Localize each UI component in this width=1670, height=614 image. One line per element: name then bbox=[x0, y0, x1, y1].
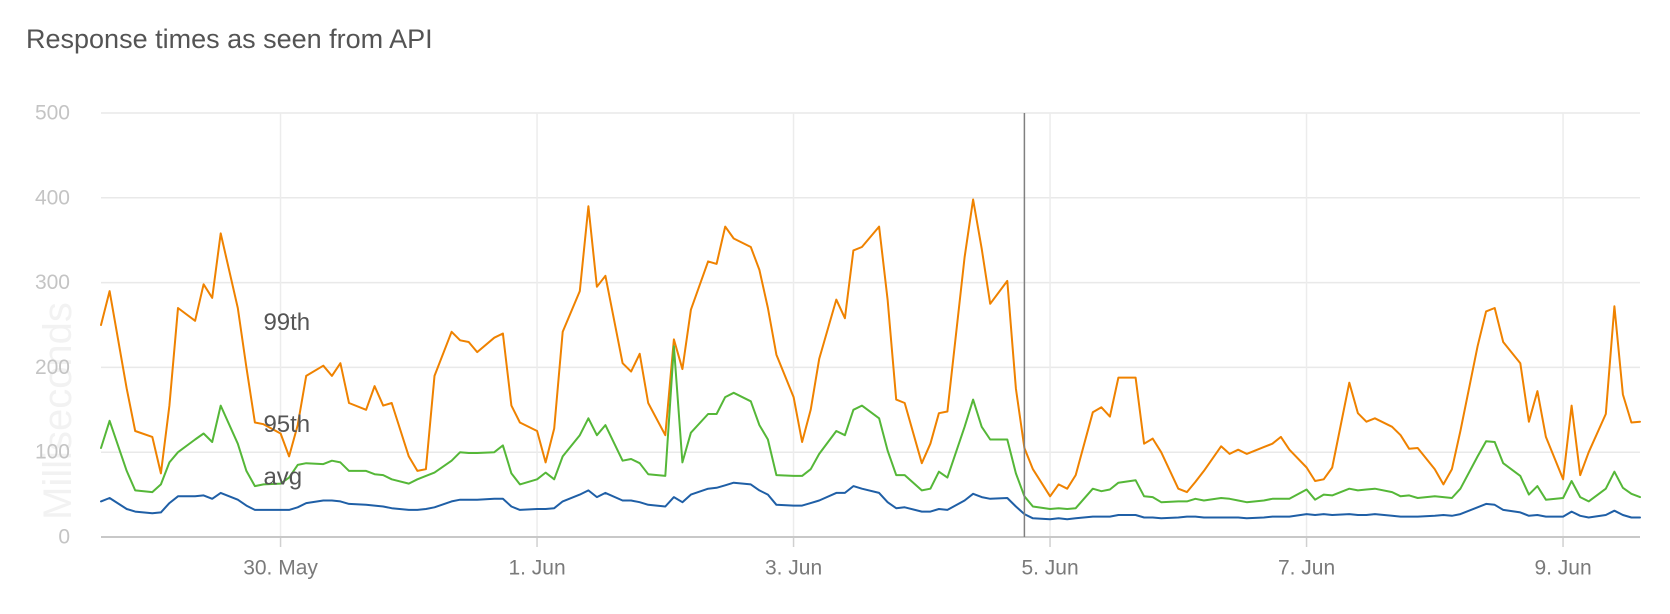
series-label-99th: 99th bbox=[263, 309, 310, 336]
y-tick-label: 200 bbox=[35, 356, 70, 379]
series-label-95th: 95th bbox=[263, 411, 310, 438]
series-line-99th bbox=[100, 198, 1641, 498]
y-axis-label: Milliseconds bbox=[36, 302, 80, 520]
x-tick-label: 1. Jun bbox=[508, 557, 565, 580]
series-line-95th bbox=[100, 345, 1641, 510]
y-tick-label: 400 bbox=[35, 186, 70, 209]
y-tick-label: 300 bbox=[35, 271, 70, 294]
series-group bbox=[100, 198, 1641, 521]
x-tick-label: 5. Jun bbox=[1021, 557, 1078, 580]
x-axis: 30. May 1. Jun 3. Jun 5. Jun 7. Jun 9. Jun bbox=[101, 536, 1640, 580]
y-tick-label: 500 bbox=[35, 102, 70, 125]
series-line-avg bbox=[100, 481, 1641, 521]
grid bbox=[101, 112, 1640, 537]
chart-title: Response times as seen from API bbox=[26, 24, 433, 54]
y-tick-label: 100 bbox=[35, 441, 70, 464]
x-tick-label: 7. Jun bbox=[1278, 557, 1335, 580]
x-tick-label: 9. Jun bbox=[1534, 557, 1591, 580]
y-tick-label: 0 bbox=[58, 526, 70, 549]
series-labels: 99th 95th avg bbox=[263, 309, 310, 490]
y-axis: 0 100 200 300 400 500 bbox=[35, 102, 70, 549]
series-label-avg: avg bbox=[263, 464, 302, 491]
x-tick-label: 30. May bbox=[243, 557, 318, 580]
x-tick-label: 3. Jun bbox=[765, 557, 822, 580]
